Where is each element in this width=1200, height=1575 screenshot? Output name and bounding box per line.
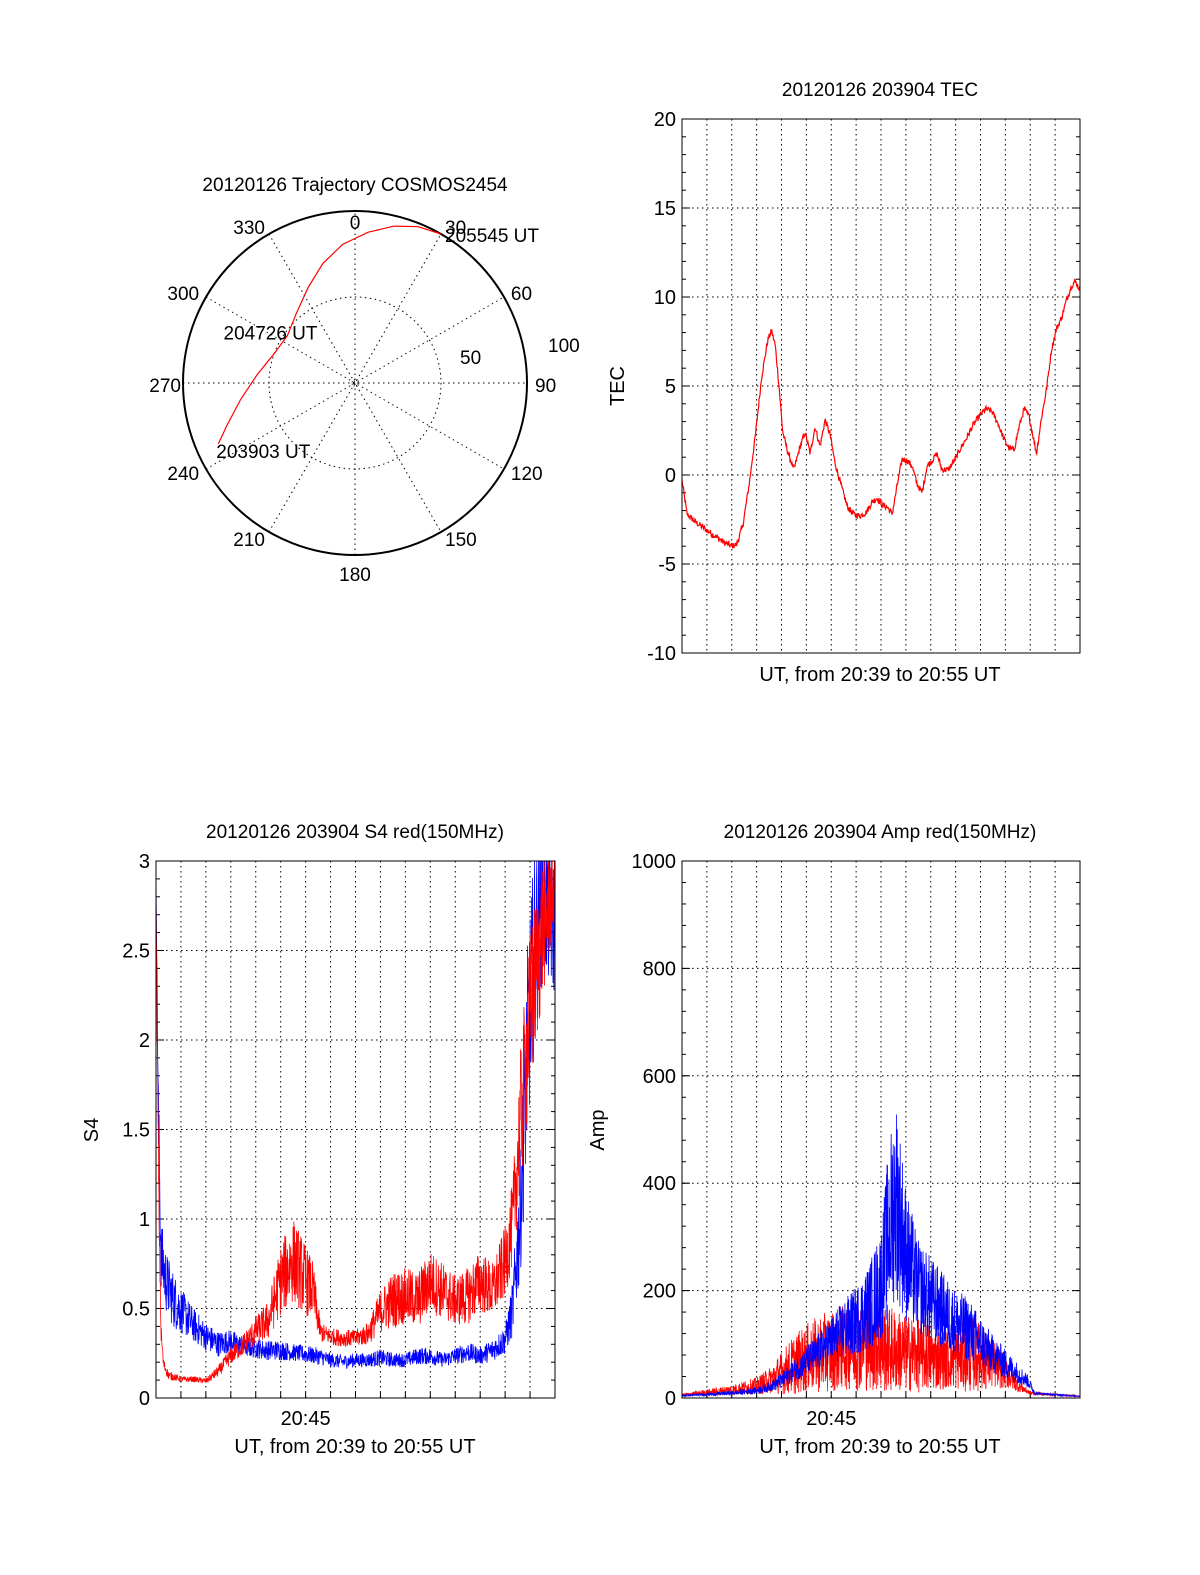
- s4-panel: 20120126 203904 S4 red(150MHz) 0 0.5 1 1.5 2…: [81, 822, 556, 1458]
- s4-xlabel: UT, from 20:39 to 20:55 UT: [234, 1436, 475, 1458]
- amp-panel: 20120126 203904 Amp red(150MHz) 0 200 400 6…: [587, 822, 1081, 1458]
- annotation-start-time: 203903 UT: [216, 442, 310, 463]
- y-tick-label: 3: [139, 851, 150, 873]
- radius-label-50: 50: [460, 348, 481, 369]
- radius-label-100: 100: [548, 336, 580, 357]
- y-tick-label: 0: [139, 1388, 150, 1410]
- amp-title: 20120126 203904 Amp red(150MHz): [724, 822, 1037, 843]
- polar-angle-label: 240: [167, 464, 199, 485]
- amp-series-blue-line: [681, 1114, 1081, 1398]
- polar-angle-label: 30: [445, 218, 466, 239]
- polar-angle-label: 300: [167, 284, 199, 305]
- y-tick-label: 0: [665, 465, 676, 487]
- s4-series-red-line: [155, 860, 556, 1384]
- tec-axes-frame: [681, 118, 1081, 654]
- tec-grid: [682, 119, 1080, 653]
- polar-grid: [183, 211, 527, 555]
- annotation-end-time: 205545 UT: [445, 226, 539, 247]
- polar-angle-labels: 0 30 60 90 120 150 180 210 240 270 300 330: [149, 213, 556, 586]
- amp-xlabel: UT, from 20:39 to 20:55 UT: [759, 1436, 1000, 1458]
- y-tick-label: 20: [654, 109, 676, 131]
- y-tick-label: 2: [139, 1030, 150, 1052]
- amp-axes-frame: [681, 860, 1081, 1399]
- polar-circle-50: [268, 296, 442, 470]
- polar-angle-label: 150: [445, 530, 477, 551]
- tec-title: 20120126 203904 TEC: [782, 80, 978, 101]
- s4-series-blue-line: [155, 860, 556, 1370]
- s4-ylabel: S4: [81, 1118, 103, 1142]
- polar-angle-label: 270: [149, 376, 181, 397]
- y-tick-label: 1.5: [122, 1120, 150, 1142]
- y-tick-label: 600: [643, 1066, 676, 1088]
- tec-ylabel: TEC: [607, 366, 629, 406]
- polar-angle-label: 330: [233, 218, 265, 239]
- y-tick-label: 1: [139, 1209, 150, 1231]
- tec-series-line: [681, 278, 1081, 549]
- tec-panel: 20120126 203904 TEC -10 -5 0 5 10 15 20 TEC UT…: [607, 80, 1081, 686]
- polar-angle-label: 180: [339, 565, 371, 586]
- polar-outer-circle: [182, 210, 528, 556]
- y-tick-label: 15: [654, 198, 676, 220]
- s4-y-ticks: 0 0.5 1 1.5 2 2.5 3: [122, 851, 555, 1410]
- amp-ylabel: Amp: [587, 1109, 609, 1150]
- s4-title: 20120126 203904 S4 red(150MHz): [206, 822, 504, 843]
- s4-grid: [156, 861, 555, 1398]
- polar-angle-label: 60: [511, 284, 532, 305]
- annotation-mid-time: 204726 UT: [224, 324, 318, 345]
- tec-y-ticks: -10 -5 0 5 10 15 20: [647, 109, 1080, 665]
- y-tick-label: 400: [643, 1173, 676, 1195]
- y-tick-label: 10: [654, 287, 676, 309]
- y-tick-label: -10: [647, 643, 676, 665]
- polar-angle-label: 0: [350, 213, 361, 234]
- s4-x-tick-label: 20:45: [281, 1408, 331, 1430]
- amp-x-tick-label: 20:45: [806, 1408, 856, 1430]
- amp-grid: [682, 861, 1080, 1398]
- y-tick-label: 800: [643, 958, 676, 980]
- polar-angle-label: 90: [535, 376, 556, 397]
- y-tick-label: 200: [643, 1281, 676, 1303]
- polar-angle-label: 210: [233, 530, 265, 551]
- trajectory-title: 20120126 Trajectory COSMOS2454: [202, 175, 508, 196]
- tec-xlabel: UT, from 20:39 to 20:55 UT: [759, 664, 1000, 686]
- y-tick-label: 1000: [632, 851, 677, 873]
- trajectory-track: [217, 225, 442, 445]
- y-tick-label: -5: [658, 554, 676, 576]
- y-tick-label: 5: [665, 376, 676, 398]
- s4-axes-frame: [155, 860, 556, 1399]
- y-tick-label: 0.5: [122, 1299, 150, 1321]
- trajectory-panel: 20120126 Trajectory COSMOS2454 0 30 60 90 12…: [149, 175, 579, 586]
- y-tick-label: 2.5: [122, 941, 150, 963]
- polar-angle-label: 120: [511, 464, 543, 485]
- y-tick-label: 0: [665, 1388, 676, 1410]
